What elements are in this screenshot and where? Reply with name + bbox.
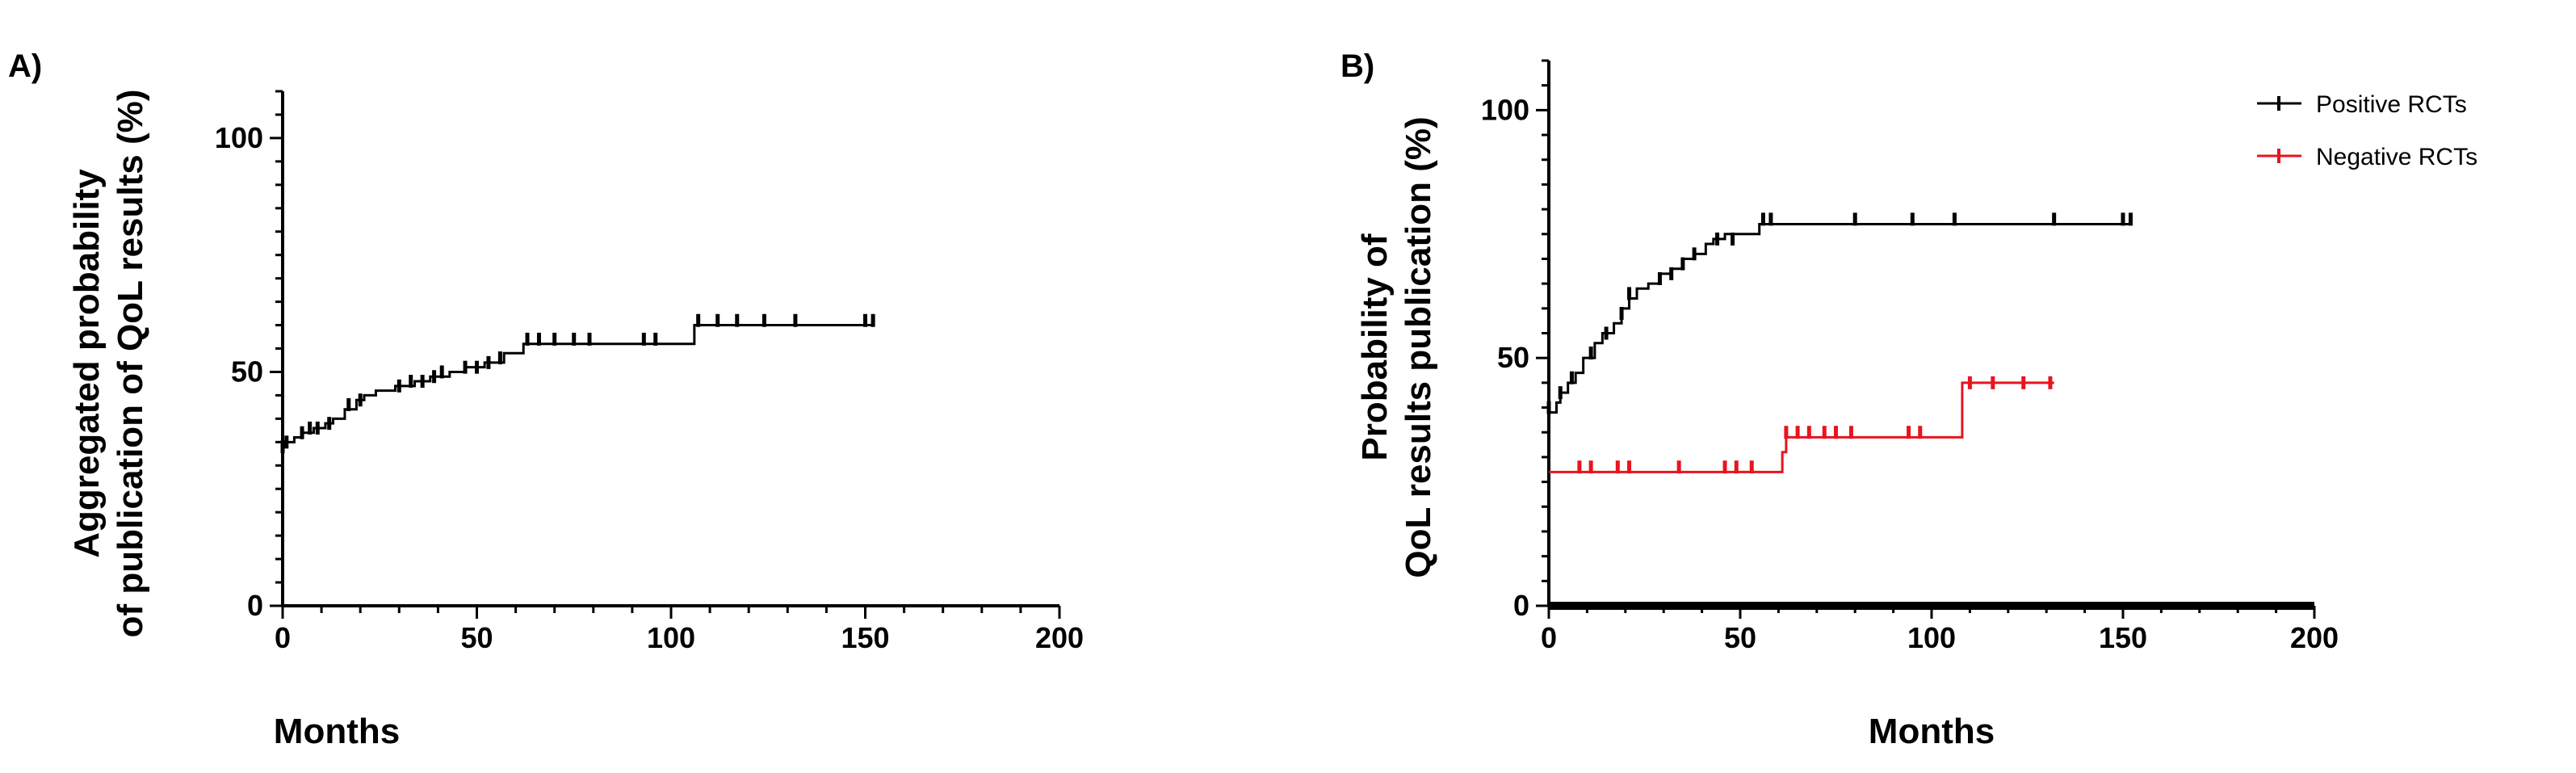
panel-a-label: A): [8, 48, 42, 84]
panel-b-plot-area: 0 50 100 0 50 100 150 200: [1481, 59, 2339, 654]
panel-b-x-tick-label: 150: [2099, 621, 2147, 654]
panel-a-y-axis-title-line-2: of publication of QoL results (%): [111, 90, 150, 638]
panel-b-y-axis-title-line-1: Probability of: [1355, 233, 1395, 460]
panel-a-y-axis-title-line-1: Aggregated probability: [67, 169, 107, 558]
panel-b-negative-rcts-curve: [1549, 381, 2054, 473]
legend-negative-rcts-label: Negative RCTs: [2316, 144, 2477, 170]
panel-b-label: B): [1340, 48, 1374, 84]
panel-a-y-tick-label: 0: [247, 589, 263, 622]
panel-a-x-tick-label: 150: [841, 621, 889, 654]
panel-b-x-axis-title: Months: [1869, 712, 1995, 751]
legend-positive-rcts-label: Positive RCTs: [2316, 91, 2467, 118]
panel-a-chart: A) Aggregated probability of publication…: [8, 48, 1084, 751]
panel-a-y-axis-title: Aggregated probability of publication of…: [67, 90, 150, 638]
panel-b-x-tick-label: 50: [1724, 621, 1756, 654]
panel-a-plot-area: 0 50 100 0 50 100 150 200: [215, 90, 1084, 654]
panel-b-y-axis-title: Probability of QoL results publication (…: [1355, 116, 1438, 578]
panel-b-legend: Positive RCTs Negative RCTs: [2257, 91, 2477, 170]
panel-b-y-tick-label: 0: [1513, 589, 1529, 622]
panel-b-y-tick-label: 100: [1481, 93, 1529, 126]
panel-a-y-tick-label: 100: [215, 121, 263, 154]
panel-b-x-tick-label: 0: [1541, 621, 1557, 654]
panel-b-y-tick-label: 50: [1497, 341, 1529, 374]
panel-a-y-tick-label: 50: [231, 355, 263, 388]
panel-b-x-tick-label: 200: [2290, 621, 2339, 654]
panel-a-x-tick-label: 0: [275, 621, 291, 654]
panel-b-x-tick-label: 100: [1907, 621, 1956, 654]
panel-a-x-tick-label: 100: [647, 621, 695, 654]
panel-a-x-axis-title: Months: [274, 712, 400, 751]
panel-a-x-tick-label: 50: [460, 621, 493, 654]
panel-b-y-axis-title-line-2: QoL results publication (%): [1399, 116, 1438, 578]
panel-b-positive-rcts-curve: [1549, 223, 2131, 414]
panel-a-series-1-curve: [283, 324, 874, 448]
panel-a-x-tick-label: 200: [1035, 621, 1084, 654]
panel-b-chart: B) Probability of QoL results publicatio…: [1340, 48, 2477, 751]
